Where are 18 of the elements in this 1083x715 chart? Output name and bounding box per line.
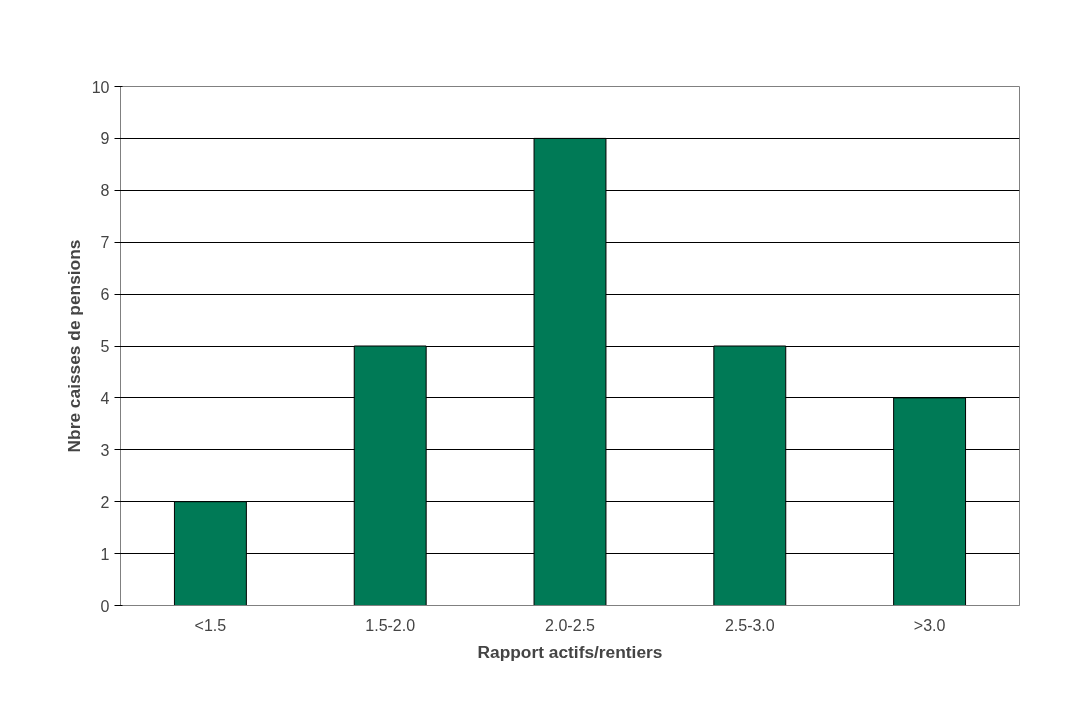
x-tick-label: <1.5	[194, 616, 227, 634]
x-axis-title: Rapport actifs/rentiers	[477, 641, 663, 662]
y-tick-label: 3	[100, 441, 110, 459]
y-tick-label: 2	[100, 493, 110, 511]
y-tick-label: 8	[100, 182, 110, 200]
y-tick-label: 5	[100, 338, 110, 355]
y-tick-label: 10	[91, 78, 110, 96]
x-tick-label: 2.5-3.0	[724, 616, 775, 634]
y-tick-label: 0	[100, 597, 110, 615]
y-tick-label: 7	[100, 234, 110, 252]
y-tick-label: 1	[100, 545, 110, 563]
x-tick-label: 2.0-2.5	[545, 616, 596, 634]
y-axis-title: Nbre caisses de pensions	[63, 239, 84, 453]
y-tick-label: 9	[100, 130, 110, 148]
y-tick-label: 6	[100, 286, 110, 304]
x-tick-label: 1.5-2.0	[365, 616, 416, 634]
x-tick-label: >3.0	[913, 616, 946, 634]
y-tick-label: 4	[100, 389, 110, 407]
